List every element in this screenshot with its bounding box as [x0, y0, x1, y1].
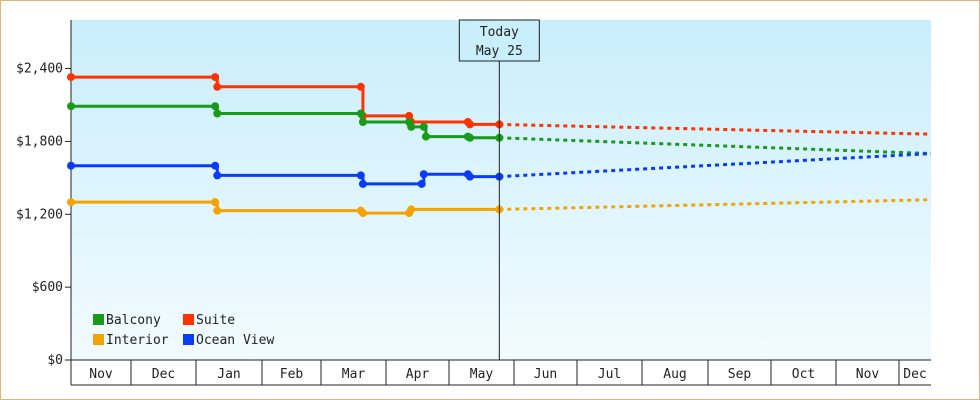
- today-marker: Today May 25: [458, 19, 540, 360]
- data-point: [417, 179, 426, 188]
- legend: Balcony Suite Interior Ocean View: [93, 313, 274, 348]
- x-tick-label: Dec: [152, 367, 175, 382]
- y-axis-ticks: $0 $600 $1,200 $1,800 $2,400: [16, 62, 71, 368]
- data-point: [407, 205, 416, 214]
- series-forecast-line: [499, 152, 932, 179]
- legend-label: Ocean View: [196, 333, 274, 348]
- x-tick-label: Apr: [406, 367, 430, 382]
- x-tick-label: Jun: [534, 367, 557, 382]
- data-point: [211, 198, 220, 207]
- data-point: [356, 82, 365, 91]
- data-point: [213, 109, 222, 118]
- series-layer: [67, 73, 932, 218]
- legend-swatch: [93, 334, 104, 345]
- data-point: [358, 118, 367, 126]
- data-point: [67, 73, 75, 82]
- data-point: [213, 82, 222, 91]
- data-point: [213, 206, 222, 215]
- data-point: [358, 209, 367, 218]
- data-point: [356, 171, 365, 180]
- data-point: [211, 73, 220, 82]
- data-point: [67, 198, 75, 207]
- legend-item: Suite: [183, 313, 235, 328]
- legend-item: Interior: [93, 333, 169, 348]
- x-axis-ticks: Nov Dec Jan Feb Mar Apr May Jun Jul Aug Sep Oct Nov D…: [89, 360, 927, 385]
- data-point: [67, 102, 75, 111]
- x-tick-label: Jan: [217, 367, 240, 382]
- y-tick-label: $1,800: [16, 134, 63, 149]
- data-point: [211, 161, 220, 170]
- legend-label: Interior: [106, 333, 169, 348]
- legend-swatch: [93, 314, 104, 325]
- data-point: [407, 122, 416, 131]
- x-tick-label: Jul: [598, 367, 621, 382]
- x-tick-label: Oct: [792, 367, 815, 382]
- data-point: [67, 161, 75, 170]
- legend-label: Suite: [196, 313, 235, 328]
- data-point: [465, 133, 474, 142]
- x-tick-label: Nov: [856, 367, 880, 382]
- series-ocean-view: [67, 152, 932, 188]
- today-label: Today: [480, 25, 519, 40]
- legend-label: Balcony: [106, 313, 161, 328]
- data-point: [465, 172, 474, 181]
- today-date: May 25: [476, 44, 523, 59]
- data-point: [421, 132, 430, 141]
- legend-item: Balcony: [93, 313, 161, 328]
- data-point: [419, 122, 428, 131]
- legend-swatch: [183, 334, 194, 345]
- x-tick-label: Mar: [342, 367, 366, 382]
- plot-background: [71, 20, 931, 360]
- today-box: [458, 19, 540, 62]
- x-tick-label: Dec: [903, 367, 926, 382]
- x-tick-label: May: [470, 367, 494, 382]
- legend-item: Ocean View: [183, 333, 274, 348]
- data-point: [358, 179, 367, 188]
- data-point: [405, 111, 414, 120]
- x-tick-label: Nov: [89, 367, 113, 382]
- x-tick-label: Feb: [280, 367, 304, 382]
- x-tick-label: Aug: [663, 367, 686, 382]
- legend-swatch: [183, 314, 194, 325]
- data-point: [419, 170, 428, 179]
- series-interior: [67, 198, 932, 218]
- y-tick-label: $600: [32, 280, 63, 295]
- data-point: [211, 102, 220, 111]
- data-point: [213, 171, 222, 180]
- y-tick-label: $0: [47, 353, 63, 368]
- data-point: [356, 109, 365, 118]
- data-point: [465, 120, 474, 129]
- y-tick-label: $2,400: [16, 62, 63, 77]
- series-balcony: [67, 102, 932, 156]
- x-tick-label: Sep: [728, 367, 752, 382]
- y-tick-label: $1,200: [16, 207, 63, 222]
